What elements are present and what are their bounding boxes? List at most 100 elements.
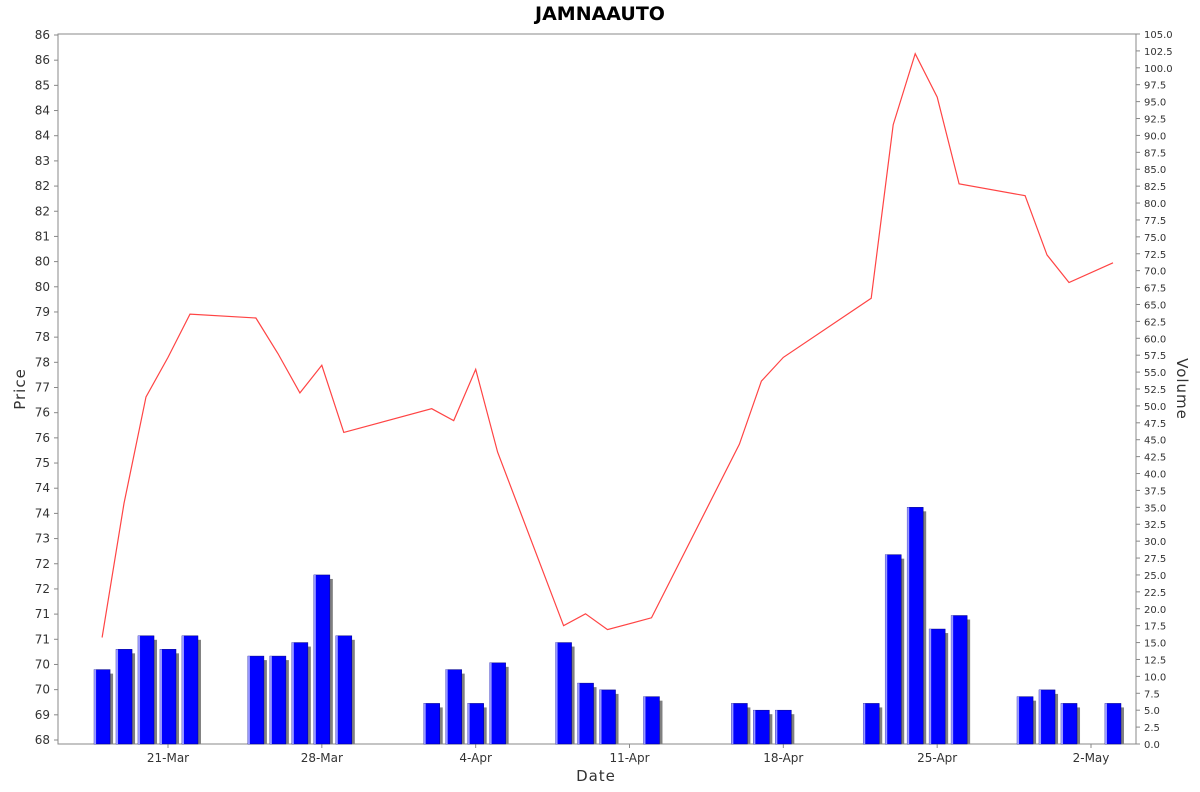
volume-bar xyxy=(1016,696,1034,745)
volume-bar-highlight xyxy=(555,642,558,744)
x-tick-label: 2-May xyxy=(1073,751,1110,765)
volume-bar xyxy=(93,669,111,745)
left-tick-label: 78 xyxy=(35,355,50,369)
volume-bar xyxy=(775,709,792,745)
right-tick-label: 45.0 xyxy=(1144,436,1166,447)
right-tick-label: 5.0 xyxy=(1144,706,1160,717)
left-tick-label: 84 xyxy=(35,129,50,143)
left-tick-label: 86 xyxy=(35,28,50,42)
left-tick-label: 86 xyxy=(35,53,50,67)
x-tick-label: 25-Apr xyxy=(917,751,957,765)
right-tick-label: 67.5 xyxy=(1144,284,1166,295)
x-axis-label: Date xyxy=(576,767,616,785)
right-tick-label: 105.0 xyxy=(1144,30,1173,41)
volume-bar-highlight xyxy=(599,689,602,744)
left-tick-label: 82 xyxy=(35,179,50,193)
right-axis: 0.0 2.5 5.0 7.5 10.0 12.5 15.0 17.5 20.0 22.5 25.0… xyxy=(1136,30,1173,751)
volume-bar-highlight xyxy=(907,507,910,744)
right-tick-label: 37.5 xyxy=(1144,486,1166,497)
left-tick-label: 72 xyxy=(35,582,50,596)
volume-bar xyxy=(313,574,331,745)
volume-bar-highlight xyxy=(929,629,932,744)
right-tick-label: 55.0 xyxy=(1144,368,1166,379)
left-tick-label: 70 xyxy=(35,683,50,697)
volume-bar xyxy=(269,655,287,745)
right-tick-label: 57.5 xyxy=(1144,351,1166,362)
volume-bar-highlight xyxy=(643,696,646,744)
right-tick-label: 85.0 xyxy=(1144,165,1166,176)
volume-bar-highlight xyxy=(885,554,888,744)
right-tick-label: 20.0 xyxy=(1144,605,1166,616)
right-tick-label: 2.5 xyxy=(1144,723,1160,734)
volume-bar-highlight xyxy=(489,662,492,744)
left-tick-label: 81 xyxy=(35,229,50,243)
left-tick-label: 77 xyxy=(35,381,50,395)
volume-bar-highlight xyxy=(775,710,778,744)
volume-bar-highlight xyxy=(1061,703,1064,744)
right-tick-label: 102.5 xyxy=(1144,47,1173,58)
chart-title: JAMNAAUTO xyxy=(533,3,665,25)
volume-bar-highlight xyxy=(577,683,580,744)
volume-bar xyxy=(599,689,616,745)
volume-bar xyxy=(115,649,133,745)
volume-bar-highlight xyxy=(445,669,448,744)
right-tick-label: 62.5 xyxy=(1144,317,1166,328)
volume-bar xyxy=(1038,689,1056,745)
volume-bar-highlight xyxy=(1017,696,1020,744)
right-tick-label: 87.5 xyxy=(1144,148,1166,159)
left-tick-label: 84 xyxy=(35,104,50,118)
volume-bar xyxy=(159,649,177,745)
left-tick-label: 80 xyxy=(35,280,50,294)
volume-bar xyxy=(555,642,572,745)
volume-bar-highlight xyxy=(731,703,734,744)
right-tick-label: 35.0 xyxy=(1144,503,1166,514)
right-tick-label: 32.5 xyxy=(1144,520,1166,531)
right-tick-label: 30.0 xyxy=(1144,537,1166,548)
right-tick-label: 60.0 xyxy=(1144,334,1166,345)
volume-bar-highlight xyxy=(291,642,294,744)
right-tick-label: 52.5 xyxy=(1144,385,1166,396)
volume-bars xyxy=(93,507,1124,745)
right-tick-label: 100.0 xyxy=(1144,64,1173,75)
right-tick-label: 65.0 xyxy=(1144,300,1166,311)
volume-bar-highlight xyxy=(1104,703,1107,744)
volume-bar xyxy=(884,554,902,745)
right-tick-label: 17.5 xyxy=(1144,622,1166,633)
volume-bar-highlight xyxy=(467,703,470,744)
right-tick-label: 42.5 xyxy=(1144,453,1166,464)
volume-bar-highlight xyxy=(423,703,426,744)
left-tick-label: 79 xyxy=(35,305,50,319)
price-line xyxy=(101,52,1114,638)
left-tick-label: 74 xyxy=(35,481,50,495)
volume-bar-highlight xyxy=(313,574,316,744)
volume-bar-highlight xyxy=(269,656,272,744)
right-tick-label: 10.0 xyxy=(1144,672,1166,683)
left-tick-label: 76 xyxy=(35,406,50,420)
y-axis-label-right: Volume xyxy=(1173,358,1191,420)
volume-bar xyxy=(1104,703,1122,745)
right-tick-label: 0.0 xyxy=(1144,740,1160,751)
volume-bar-highlight xyxy=(116,649,119,744)
x-axis: 21-Mar 28-Mar 4-Apr 11-Apr 18-Apr 25-Apr 2-May xyxy=(147,744,1110,765)
x-tick-label: 11-Apr xyxy=(609,751,649,765)
volume-bar xyxy=(423,703,440,745)
volume-bar xyxy=(1060,703,1078,745)
volume-bar xyxy=(928,628,946,745)
right-tick-label: 90.0 xyxy=(1144,131,1166,142)
x-tick-label: 4-Apr xyxy=(459,751,492,765)
left-tick-label: 85 xyxy=(35,78,50,92)
plot-area xyxy=(57,33,1137,745)
left-tick-label: 83 xyxy=(35,154,50,168)
left-tick-label: 70 xyxy=(35,657,50,671)
left-tick-label: 74 xyxy=(35,506,50,520)
volume-bar xyxy=(731,703,748,745)
volume-bar-highlight xyxy=(1039,689,1042,744)
right-tick-label: 95.0 xyxy=(1144,98,1166,109)
volume-bar-highlight xyxy=(753,710,756,744)
right-tick-label: 47.5 xyxy=(1144,419,1166,430)
x-tick-label: 21-Mar xyxy=(147,751,189,765)
volume-bar-highlight xyxy=(181,635,184,744)
volume-bar xyxy=(247,655,265,745)
right-tick-label: 22.5 xyxy=(1144,588,1166,599)
